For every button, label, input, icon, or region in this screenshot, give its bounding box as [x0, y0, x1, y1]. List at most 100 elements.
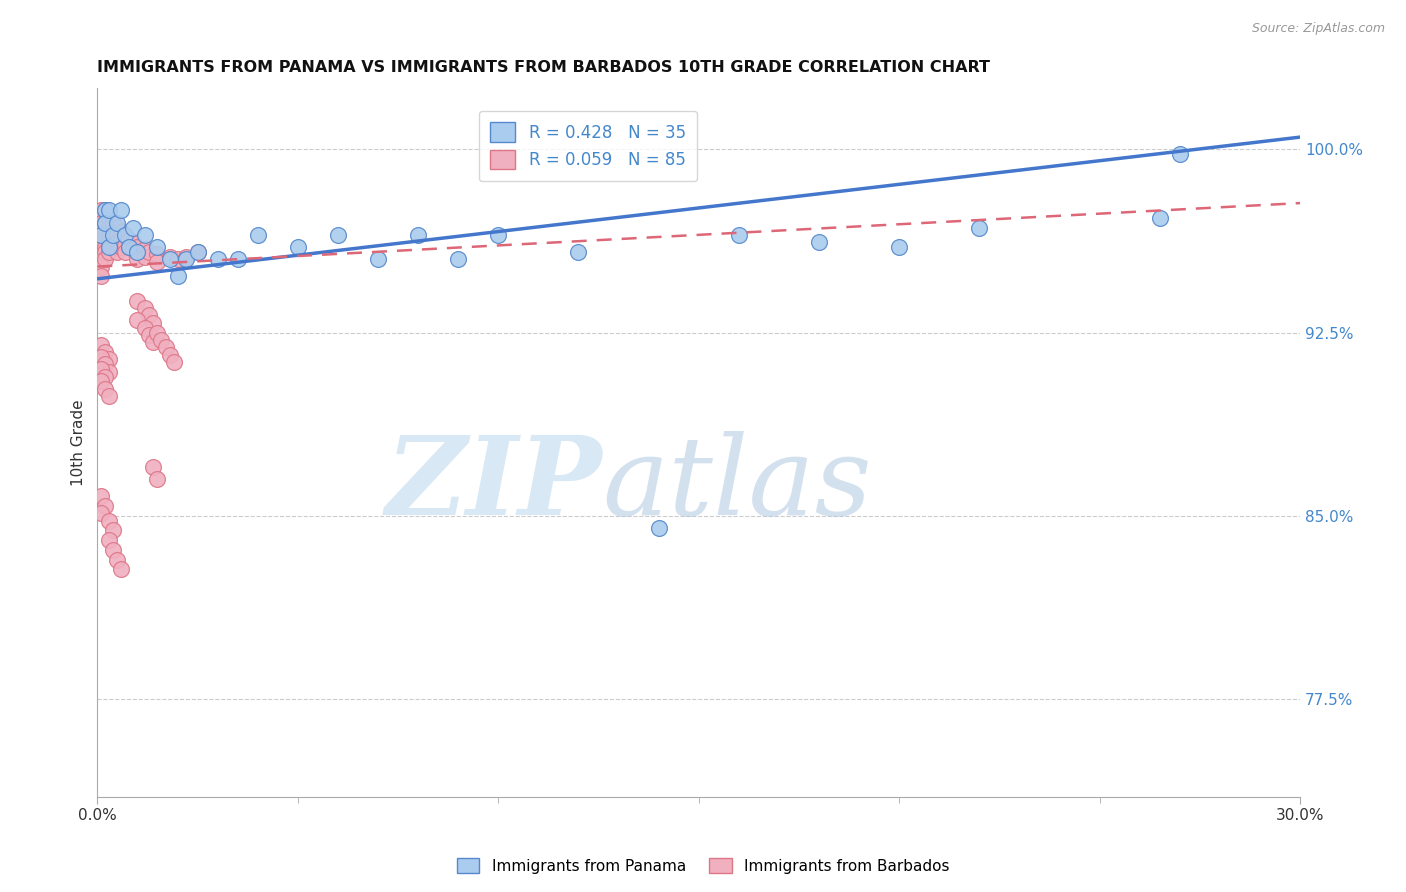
- Point: [969, 220, 991, 235]
- Point: [486, 227, 509, 242]
- Point: [142, 459, 165, 474]
- Point: [98, 533, 121, 548]
- Point: [90, 269, 112, 284]
- Point: [127, 240, 149, 254]
- Point: [98, 211, 121, 225]
- Point: [647, 521, 669, 535]
- Point: [98, 352, 121, 367]
- Point: [406, 227, 429, 242]
- Point: [567, 244, 589, 259]
- Point: [159, 347, 181, 361]
- Point: [122, 235, 145, 249]
- Legend: R = 0.428   N = 35, R = 0.059   N = 85: R = 0.428 N = 35, R = 0.059 N = 85: [478, 111, 697, 181]
- Point: [118, 233, 141, 247]
- Point: [98, 240, 121, 254]
- Point: [94, 216, 117, 230]
- Point: [146, 240, 169, 254]
- Text: Source: ZipAtlas.com: Source: ZipAtlas.com: [1251, 22, 1385, 36]
- Point: [134, 301, 156, 315]
- Point: [94, 382, 117, 396]
- Point: [90, 350, 112, 364]
- Point: [159, 250, 181, 264]
- Point: [94, 203, 117, 218]
- Point: [110, 562, 132, 576]
- Point: [94, 357, 117, 371]
- Point: [127, 244, 149, 259]
- Point: [187, 244, 209, 259]
- Point: [246, 227, 269, 242]
- Point: [90, 362, 112, 376]
- Point: [155, 340, 177, 354]
- Point: [98, 244, 121, 259]
- Point: [118, 240, 141, 254]
- Point: [94, 499, 117, 513]
- Point: [134, 250, 156, 264]
- Point: [166, 252, 188, 267]
- Point: [98, 389, 121, 403]
- Point: [118, 240, 141, 254]
- Point: [114, 227, 136, 242]
- Point: [103, 524, 125, 538]
- Point: [807, 235, 830, 249]
- Point: [142, 316, 165, 330]
- Point: [98, 203, 121, 218]
- Point: [134, 320, 156, 334]
- Point: [1168, 147, 1191, 161]
- Point: [146, 254, 169, 268]
- Point: [98, 514, 121, 528]
- Point: [166, 269, 188, 284]
- Point: [103, 216, 125, 230]
- Point: [110, 226, 132, 240]
- Point: [326, 227, 349, 242]
- Point: [90, 375, 112, 389]
- Point: [727, 227, 749, 242]
- Point: [90, 244, 112, 259]
- Point: [138, 309, 160, 323]
- Point: [134, 227, 156, 242]
- Point: [105, 235, 128, 249]
- Point: [146, 247, 169, 261]
- Point: [887, 240, 910, 254]
- Point: [90, 338, 112, 352]
- Point: [127, 244, 149, 259]
- Point: [367, 252, 389, 267]
- Point: [134, 243, 156, 257]
- Point: [162, 355, 184, 369]
- Point: [94, 345, 117, 359]
- Point: [103, 226, 125, 240]
- Point: [94, 203, 117, 218]
- Point: [98, 220, 121, 235]
- Point: [90, 240, 112, 254]
- Point: [138, 244, 160, 259]
- Point: [105, 227, 128, 242]
- Point: [105, 244, 128, 259]
- Point: [90, 260, 112, 274]
- Point: [98, 365, 121, 379]
- Point: [94, 252, 117, 267]
- Point: [110, 203, 132, 218]
- Point: [105, 220, 128, 235]
- Point: [103, 543, 125, 558]
- Point: [207, 252, 229, 267]
- Point: [146, 326, 169, 340]
- Point: [105, 552, 128, 566]
- Point: [94, 240, 117, 254]
- Point: [90, 489, 112, 503]
- Point: [150, 333, 173, 347]
- Point: [1149, 211, 1171, 225]
- Point: [105, 216, 128, 230]
- Point: [103, 227, 125, 242]
- Point: [127, 252, 149, 267]
- Point: [114, 237, 136, 252]
- Point: [226, 252, 249, 267]
- Point: [122, 220, 145, 235]
- Point: [103, 240, 125, 254]
- Point: [110, 233, 132, 247]
- Text: ZIP: ZIP: [385, 431, 603, 539]
- Point: [159, 252, 181, 267]
- Point: [94, 227, 117, 242]
- Point: [114, 244, 136, 259]
- Point: [174, 250, 197, 264]
- Point: [127, 293, 149, 308]
- Point: [98, 227, 121, 242]
